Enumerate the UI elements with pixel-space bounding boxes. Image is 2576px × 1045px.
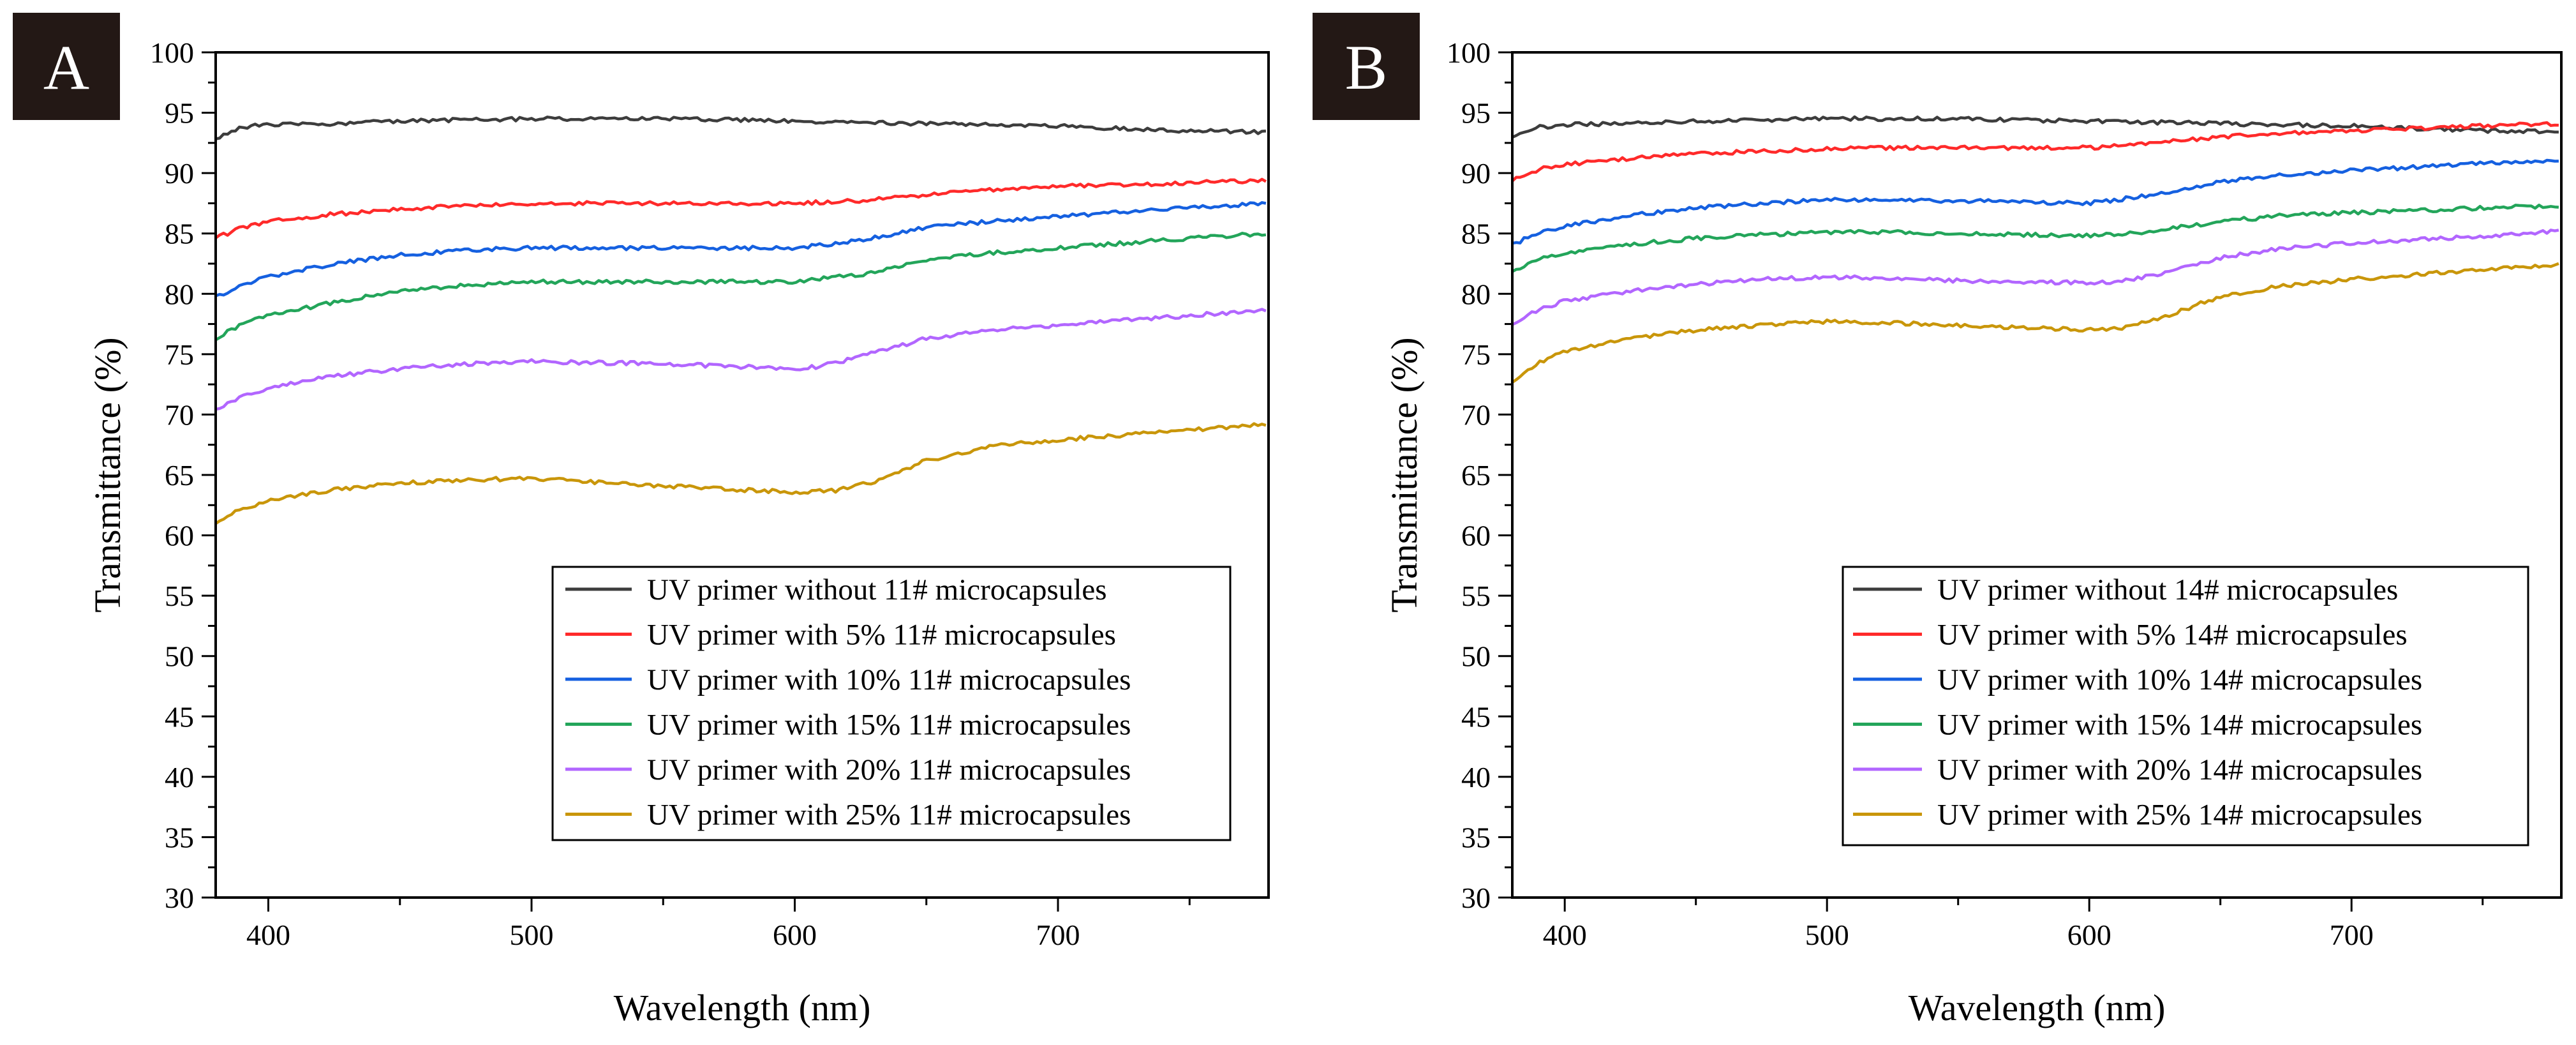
y-tick-label: 55 xyxy=(1461,580,1491,612)
y-tick-label: 85 xyxy=(165,218,194,250)
x-axis-title: Wavelength (nm) xyxy=(614,987,871,1028)
y-tick-label: 80 xyxy=(165,278,194,310)
legend-label: UV primer with 20% 11# microcapsules xyxy=(647,753,1131,786)
legend-box xyxy=(1842,566,2529,846)
y-tick-label: 30 xyxy=(1461,882,1491,914)
legend-label: UV primer with 10% 14# microcapsules xyxy=(1937,663,2422,696)
x-tick-label: 400 xyxy=(246,919,290,951)
y-tick-label: 70 xyxy=(1461,398,1491,431)
legend-label: UV primer without 14# microcapsules xyxy=(1937,573,2398,606)
legend-label: UV primer with 5% 11# microcapsules xyxy=(647,619,1116,652)
y-tick-label: 70 xyxy=(165,398,194,431)
y-axis-title: Transmittance (%) xyxy=(87,337,128,612)
panel-label-badge xyxy=(13,13,120,120)
y-tick-label: 90 xyxy=(1461,157,1491,190)
legend-label: UV primer with 20% 14# microcapsules xyxy=(1937,753,2422,786)
x-tick-label: 700 xyxy=(2330,919,2374,951)
x-tick-label: 600 xyxy=(773,919,817,951)
x-tick-label: 600 xyxy=(2067,919,2111,951)
series-line xyxy=(216,308,1267,411)
y-tick-label: 60 xyxy=(1461,520,1491,552)
series-line xyxy=(1512,262,2559,384)
y-tick-label: 75 xyxy=(165,338,194,371)
legend-label: UV primer with 5% 14# microcapsules xyxy=(1937,619,2408,652)
series-line xyxy=(216,232,1267,342)
y-tick-label: 50 xyxy=(1461,640,1491,673)
legend-label: UV primer with 25% 14# microcapsules xyxy=(1937,799,2422,832)
panel-label: A xyxy=(43,32,89,103)
x-tick-label: 700 xyxy=(1036,919,1080,951)
legend-box xyxy=(551,566,1232,841)
legend: UV primer without 14# microcapsules UV pr… xyxy=(1842,566,2529,846)
series-line xyxy=(1512,204,2559,273)
series-line xyxy=(216,177,1267,239)
y-tick-label: 35 xyxy=(165,821,194,853)
panel-label-badge xyxy=(1313,13,1420,120)
y-tick-label: 90 xyxy=(165,157,194,190)
series-line xyxy=(1512,121,2559,183)
y-tick-label: 85 xyxy=(1461,218,1491,250)
y-tick-label: 30 xyxy=(165,882,194,914)
x-tick-label: 400 xyxy=(1543,919,1587,951)
y-tick-label: 95 xyxy=(165,97,194,130)
y-tick-label: 95 xyxy=(1461,97,1491,130)
y-tick-label: 75 xyxy=(1461,338,1491,371)
legend-label: UV primer with 15% 11# microcapsules xyxy=(647,709,1131,742)
x-tick-label: 500 xyxy=(1805,919,1849,951)
chart-panel-a: A 30 35 40 45 50 55 60 65 70 75 80 85 90 95 100 400 500 60… xyxy=(13,13,1270,1028)
x-axis-title: Wavelength (nm) xyxy=(1909,987,2166,1028)
y-tick-label: 50 xyxy=(165,640,194,673)
legend: UV primer without 11# microcapsules UV pr… xyxy=(551,566,1232,841)
series-line xyxy=(1512,158,2559,245)
series-line xyxy=(216,422,1267,525)
y-axis-title: Transmittance (%) xyxy=(1383,337,1425,612)
y-tick-label: 40 xyxy=(165,761,194,793)
y-tick-label: 60 xyxy=(165,520,194,552)
y-tick-label: 35 xyxy=(1461,821,1491,853)
y-tick-label: 65 xyxy=(1461,459,1491,492)
panel-label: B xyxy=(1345,32,1388,103)
y-tick-label: 65 xyxy=(165,459,194,492)
series-line xyxy=(1512,229,2559,326)
y-tick-label: 100 xyxy=(1447,36,1491,69)
y-tick-label: 45 xyxy=(1461,700,1491,733)
series-line xyxy=(1512,115,2559,139)
chart-panel-b: B 30 35 40 45 50 55 60 65 70 75 80 85 90 95 100 400 500 60… xyxy=(1313,13,2563,1028)
legend-label: UV primer without 11# microcapsules xyxy=(647,573,1107,606)
x-tick-label: 500 xyxy=(510,919,554,951)
legend-label: UV primer with 25% 11# microcapsules xyxy=(647,799,1131,832)
y-tick-label: 100 xyxy=(150,36,194,69)
series-line xyxy=(216,116,1267,140)
y-tick-label: 80 xyxy=(1461,278,1491,310)
y-tick-label: 40 xyxy=(1461,761,1491,793)
series-group xyxy=(216,116,1267,525)
y-tick-label: 45 xyxy=(165,700,194,733)
series-line xyxy=(216,201,1267,297)
series-group xyxy=(1512,115,2559,384)
y-tick-label: 55 xyxy=(165,580,194,612)
legend-label: UV primer with 10% 11# microcapsules xyxy=(647,663,1131,696)
legend-label: UV primer with 15% 14# microcapsules xyxy=(1937,709,2422,742)
